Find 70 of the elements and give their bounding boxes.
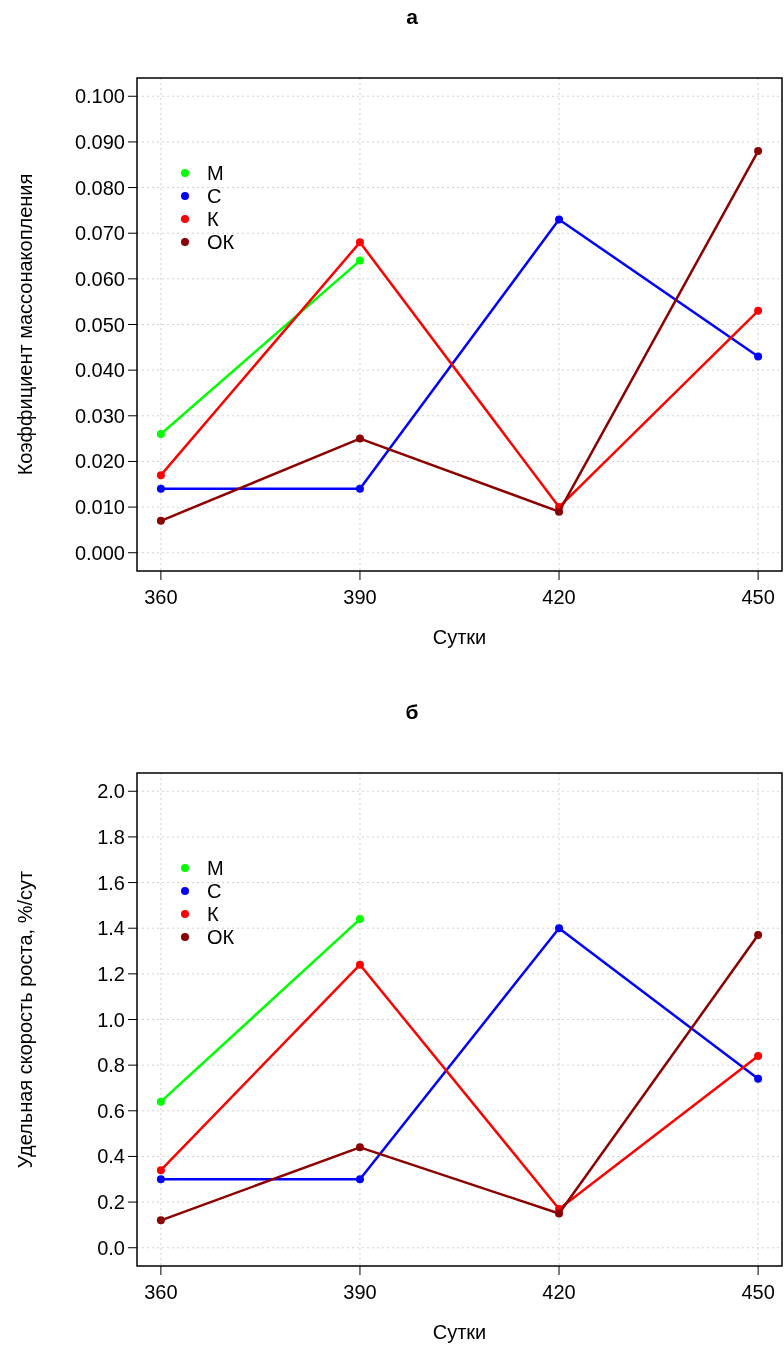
point	[355, 256, 364, 265]
y-axis-title: Удельная скорость роста, %/сут	[14, 870, 36, 1169]
point	[156, 430, 165, 439]
legend-label: М	[207, 857, 224, 879]
y-tick-label: 0.000	[74, 541, 125, 564]
point	[754, 1052, 763, 1061]
x-tick-label: 360	[144, 586, 178, 608]
chart-title: а	[406, 5, 419, 28]
point	[156, 1216, 165, 1225]
point	[156, 471, 165, 480]
legend-label: ОК	[207, 231, 235, 253]
x-axis-title: Сутки	[432, 1321, 487, 1343]
y-tick-label: 1.2	[97, 962, 125, 985]
point	[754, 147, 763, 156]
legend-label: К	[207, 208, 219, 230]
chart-title: б	[405, 700, 419, 723]
x-axis-title: Сутки	[432, 626, 487, 648]
y-tick-label: 1.8	[97, 825, 125, 848]
y-tick-label: 0.040	[74, 359, 125, 382]
point	[754, 306, 763, 315]
y-axis-title: Коэффициент массонакопления	[14, 173, 36, 476]
x-tick-label: 450	[741, 1281, 775, 1303]
point	[156, 1166, 165, 1175]
point	[355, 434, 364, 443]
point	[156, 516, 165, 525]
legend-label: М	[207, 162, 224, 184]
point	[555, 507, 564, 516]
y-tick-label: 0.080	[74, 176, 125, 199]
y-tick-label: 0.2	[97, 1191, 125, 1214]
y-tick-label: 0.100	[74, 85, 125, 108]
y-tick-label: 0.050	[74, 313, 125, 336]
point	[355, 1143, 364, 1152]
y-tick-label: 0.6	[97, 1099, 125, 1122]
y-tick-label: 0.8	[97, 1054, 125, 1077]
point	[555, 215, 564, 224]
y-tick-label: 0.4	[97, 1145, 125, 1168]
point	[156, 484, 165, 493]
y-tick-label: 0.020	[74, 450, 125, 473]
x-tick-label: 360	[144, 1281, 178, 1303]
y-tick-label: 0.010	[74, 496, 125, 519]
legend-label: К	[207, 903, 219, 925]
point	[754, 1074, 763, 1083]
point	[355, 484, 364, 493]
y-tick-label: 1.4	[97, 917, 125, 940]
legend-label: ОК	[207, 926, 235, 948]
x-tick-label: 390	[343, 1281, 377, 1303]
y-tick-label: 0.090	[74, 130, 125, 153]
y-tick-label: 2.0	[97, 780, 125, 803]
y-tick-label: 0.070	[74, 222, 125, 245]
x-tick-label: 420	[542, 1281, 576, 1303]
legend-label: С	[207, 880, 222, 902]
point	[754, 352, 763, 361]
point	[754, 931, 763, 940]
point	[355, 915, 364, 924]
point	[555, 924, 564, 933]
x-tick-label: 450	[741, 586, 775, 608]
point	[355, 238, 364, 247]
point	[355, 960, 364, 969]
legend-label: С	[207, 185, 222, 207]
x-tick-label: 390	[343, 586, 377, 608]
point	[555, 1209, 564, 1218]
point	[156, 1175, 165, 1184]
point	[156, 1097, 165, 1106]
y-tick-label: 1.0	[97, 1008, 125, 1031]
x-tick-label: 420	[542, 586, 576, 608]
point	[355, 1175, 364, 1184]
y-tick-label: 0.0	[97, 1236, 125, 1259]
y-tick-label: 0.030	[74, 404, 125, 427]
y-tick-label: 0.060	[74, 267, 125, 290]
y-tick-label: 1.6	[97, 871, 125, 894]
